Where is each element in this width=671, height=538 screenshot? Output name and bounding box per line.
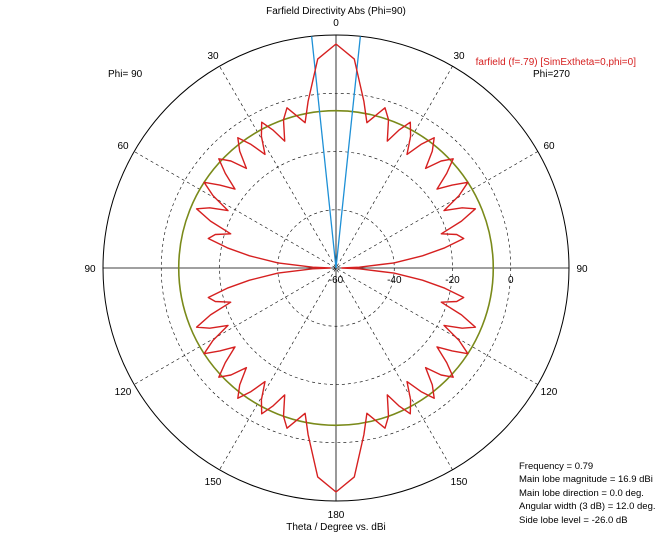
radial-tick-label: -40 bbox=[387, 275, 402, 286]
info-panel: Frequency = 0.79 Main lobe magnitude = 16… bbox=[519, 460, 656, 527]
radial-tick-label: -20 bbox=[445, 275, 460, 286]
info-row: Main lobe magnitude = 16.9 dBi bbox=[519, 474, 653, 486]
legend-background bbox=[468, 52, 638, 68]
angle-tick-label: 90 bbox=[84, 264, 96, 275]
angle-tick-label: 60 bbox=[117, 141, 129, 152]
radial-tick-label: -60 bbox=[329, 275, 344, 286]
beamwidth-line bbox=[335, 36, 362, 269]
angle-tick-label: 180 bbox=[328, 510, 345, 521]
angle-tick-label: 30 bbox=[207, 51, 219, 62]
angle-tick-label: 0 bbox=[333, 18, 339, 29]
axis-labels: 0 30 60 90 120 150 180 150 120 90 60 30 -60 -40 -20 0 bbox=[84, 18, 588, 521]
x-axis-label: Theta / Degree vs. dBi bbox=[286, 522, 386, 533]
info-row: Main lobe direction = 0.0 deg. bbox=[519, 487, 644, 499]
series-line bbox=[195, 43, 477, 493]
phi-right-label: Phi=270 bbox=[533, 69, 570, 80]
legend-entry: farfield (f=.79) [SimExtheta=0,phi=0] bbox=[476, 57, 637, 68]
angle-tick-label: 30 bbox=[453, 51, 465, 62]
beamwidth-lines bbox=[310, 36, 362, 269]
radial-tick-label: 0 bbox=[508, 275, 514, 286]
chart-title: Farfield Directivity Abs (Phi=90) bbox=[266, 6, 406, 17]
phi-left-label: Phi= 90 bbox=[108, 69, 143, 80]
angle-tick-label: 90 bbox=[576, 264, 588, 275]
angle-tick-label: 60 bbox=[543, 141, 555, 152]
info-row: Side lobe level = -26.0 dB bbox=[519, 514, 628, 526]
angle-tick-label: 120 bbox=[115, 387, 132, 398]
angle-tick-label: 120 bbox=[541, 387, 558, 398]
beamwidth-line bbox=[310, 36, 337, 269]
info-row: Frequency = 0.79 bbox=[519, 461, 594, 472]
series-group bbox=[195, 43, 477, 493]
reference-circle-group bbox=[177, 109, 495, 427]
angle-tick-label: 150 bbox=[451, 477, 468, 488]
reference-circle bbox=[177, 109, 495, 427]
info-row: Angular width (3 dB) = 12.0 deg. bbox=[519, 501, 656, 513]
angle-tick-label: 150 bbox=[205, 477, 222, 488]
